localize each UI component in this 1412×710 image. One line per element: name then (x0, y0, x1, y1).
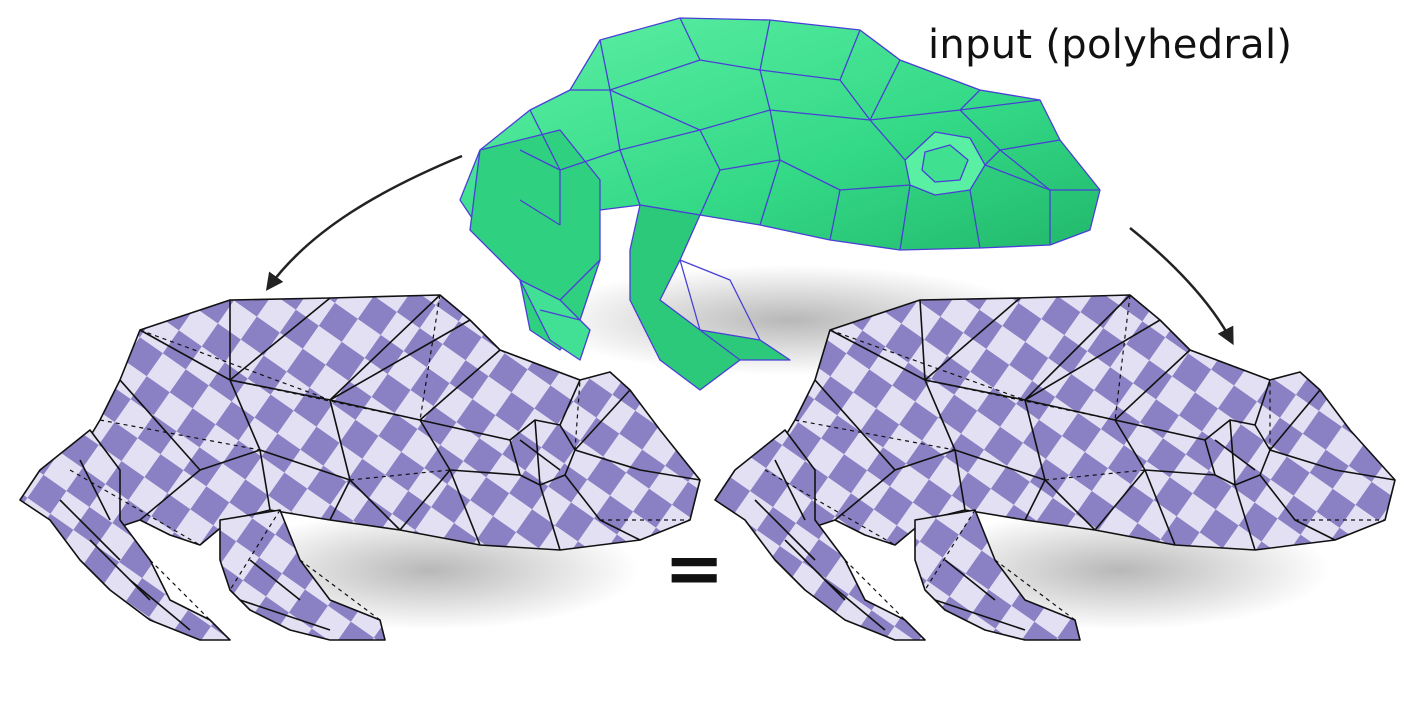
output-frog-right (714, 294, 1396, 641)
equals-sign: = (664, 526, 725, 610)
output-frog-left (19, 294, 701, 641)
arrow-left (265, 154, 463, 291)
input-frog (459, 17, 1101, 391)
input-caption: input (polyhedral) (928, 22, 1293, 68)
arrow-right (1129, 227, 1234, 346)
